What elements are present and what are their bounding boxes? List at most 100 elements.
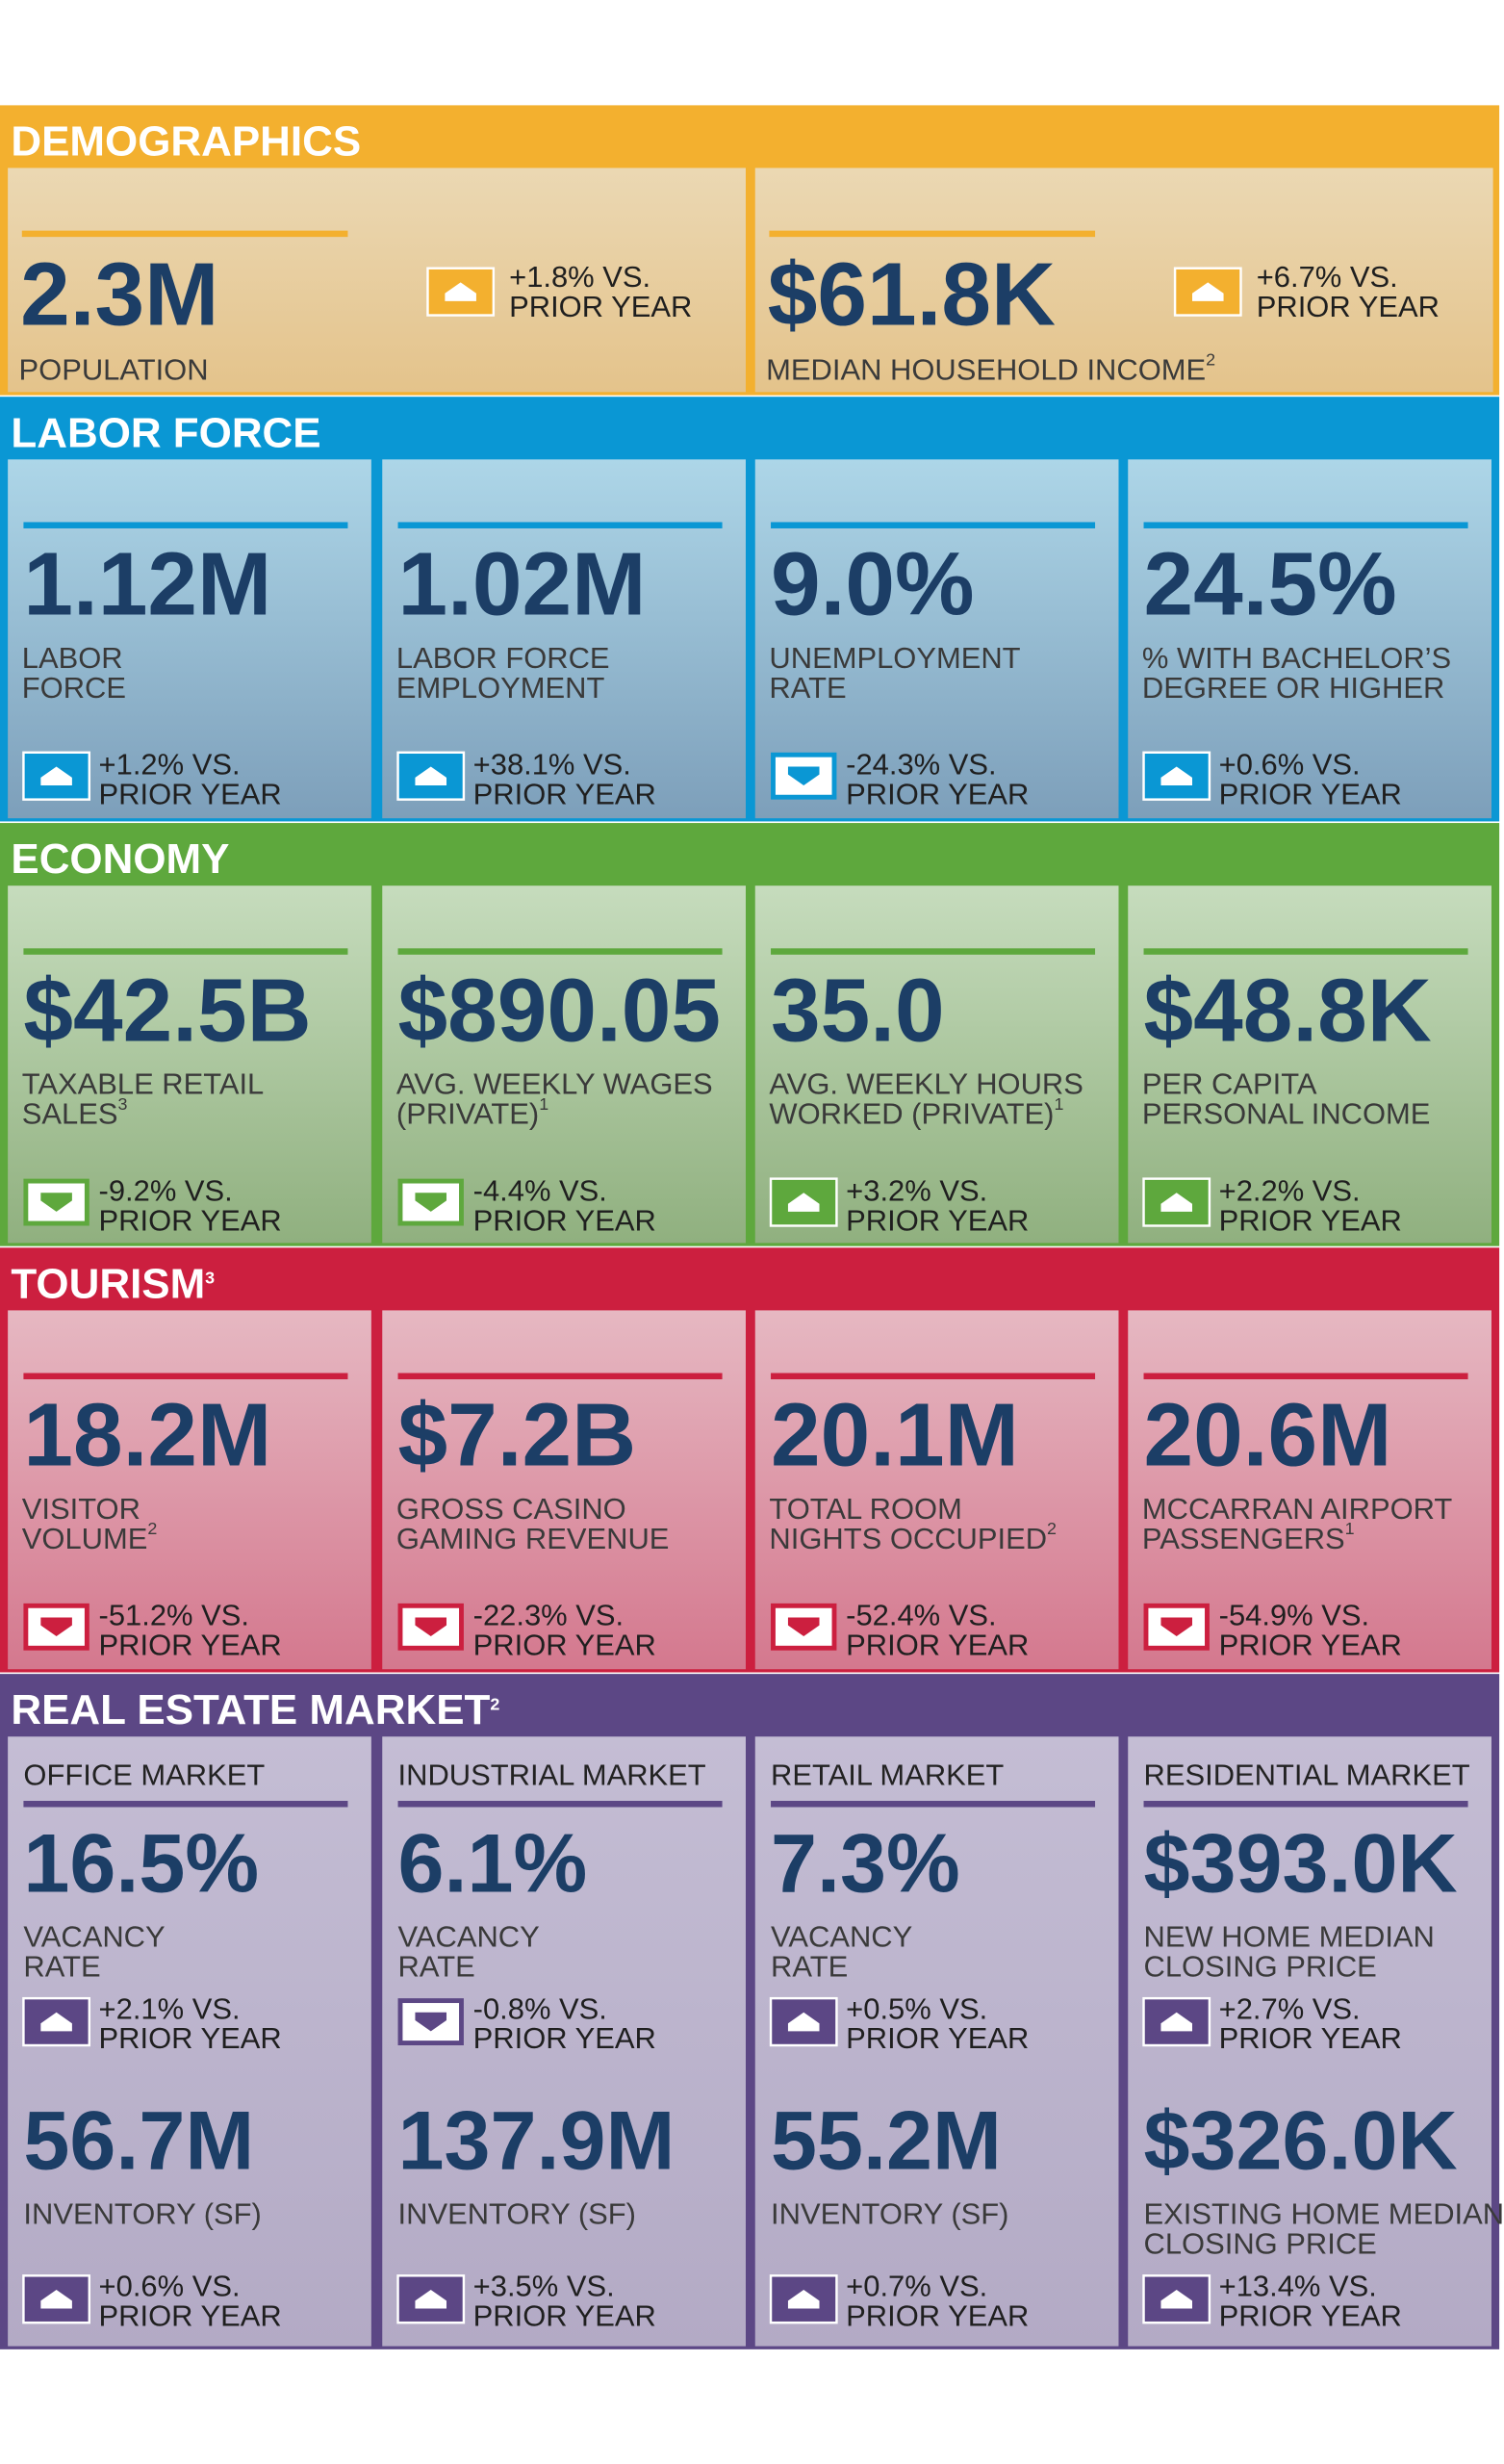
card bbox=[8, 167, 746, 393]
metric-label-text: AVG. WEEKLY HOURS bbox=[769, 1067, 1083, 1101]
metric-label: GAMING REVENUE bbox=[396, 1522, 670, 1555]
metric-label: EXISTING HOME MEDIAN bbox=[1144, 2197, 1504, 2231]
metric-label: TOTAL ROOM bbox=[769, 1492, 961, 1526]
metric-label: RATE bbox=[771, 1949, 848, 1983]
metric-label: LABOR FORCE bbox=[396, 641, 610, 675]
accent-line bbox=[1143, 1801, 1468, 1808]
metric-value: $42.5B bbox=[23, 960, 311, 1060]
up-icon bbox=[22, 2274, 91, 2324]
change: +0.6% VS. bbox=[1219, 748, 1361, 782]
accent-line bbox=[771, 948, 1096, 955]
change: +2.2% VS. bbox=[1219, 1173, 1361, 1207]
metric-label-text: UNEMPLOYMENT bbox=[769, 641, 1020, 675]
change: +6.7% VS. bbox=[1257, 260, 1398, 294]
metric-label-text: PER CAPITA bbox=[1142, 1067, 1317, 1101]
change-note: PRIOR YEAR bbox=[846, 778, 1029, 811]
metric-label-text: PASSENGERS bbox=[1142, 1522, 1345, 1555]
accent-line bbox=[771, 522, 1096, 528]
accent-line bbox=[769, 230, 1096, 238]
metric-label-text: FORCE bbox=[22, 671, 126, 705]
change: -22.3% VS. bbox=[473, 1599, 624, 1632]
metric-label-text: VISITOR bbox=[22, 1492, 140, 1526]
metric-value: 9.0% bbox=[771, 534, 975, 634]
footnote: 2 bbox=[1206, 350, 1215, 370]
up-arrow bbox=[1160, 1193, 1193, 1212]
change-note: PRIOR YEAR bbox=[846, 2021, 1029, 2055]
up-icon bbox=[426, 267, 496, 317]
accent-line bbox=[23, 948, 348, 955]
metric-label-text: EXISTING HOME MEDIAN bbox=[1144, 2197, 1504, 2231]
metric-value: 18.2M bbox=[23, 1385, 271, 1485]
metric-label-text: INVENTORY (SF) bbox=[398, 2197, 636, 2231]
section-title-text: ECONOMY bbox=[11, 835, 229, 883]
change-note: PRIOR YEAR bbox=[846, 1629, 1029, 1662]
metric-label: INVENTORY (SF) bbox=[398, 2197, 636, 2231]
metric-label-text: WORKED (PRIVATE) bbox=[769, 1097, 1054, 1131]
change-note: PRIOR YEAR bbox=[1257, 290, 1440, 323]
metric-label-text: LABOR FORCE bbox=[396, 641, 610, 675]
metric-label: VACANCY bbox=[398, 1919, 540, 1953]
footnote: 3 bbox=[117, 1094, 127, 1114]
footnote: 3 bbox=[205, 1269, 215, 1288]
metric-value: $7.2B bbox=[398, 1385, 637, 1485]
change: -9.2% VS. bbox=[99, 1173, 233, 1207]
metric-label: (PRIVATE)1 bbox=[396, 1094, 548, 1131]
metric-value: $393.0K bbox=[1144, 1817, 1458, 1910]
change: -4.4% VS. bbox=[473, 1173, 607, 1207]
metric-label: RATE bbox=[23, 1949, 100, 1983]
metric-value: $890.05 bbox=[398, 960, 721, 1060]
metric-label-text: MCCARRAN AIRPORT bbox=[1142, 1492, 1453, 1526]
metric-value: 7.3% bbox=[771, 1817, 960, 1910]
metric-label-text: POPULATION bbox=[19, 352, 209, 386]
up-arrow bbox=[1192, 282, 1224, 301]
change: +0.5% VS. bbox=[846, 1991, 987, 2025]
accent-line bbox=[1143, 522, 1468, 528]
down-arrow bbox=[40, 1193, 72, 1212]
metric-label-text: GAMING REVENUE bbox=[396, 1522, 670, 1555]
metric-label: DEGREE OR HIGHER bbox=[1142, 671, 1444, 705]
footnote: 1 bbox=[1345, 1519, 1355, 1538]
metric-label-text: RATE bbox=[398, 1949, 475, 1983]
metric-value: 1.02M bbox=[398, 534, 647, 634]
metric-label-text: LABOR bbox=[22, 641, 123, 675]
metric-label: MCCARRAN AIRPORT bbox=[1142, 1492, 1453, 1526]
down-icon bbox=[771, 1603, 837, 1651]
change-note: PRIOR YEAR bbox=[473, 2021, 656, 2055]
footnote: 2 bbox=[1047, 1519, 1057, 1538]
metric-label: POPULATION bbox=[19, 352, 209, 386]
up-arrow bbox=[1160, 2289, 1193, 2309]
card-heading: OFFICE MARKET bbox=[23, 1758, 265, 1792]
down-arrow bbox=[787, 766, 820, 785]
change-note: PRIOR YEAR bbox=[99, 2021, 282, 2055]
change: +0.7% VS. bbox=[846, 2269, 987, 2302]
change: +0.6% VS. bbox=[99, 2269, 241, 2302]
metric-label-text: SALES bbox=[22, 1097, 118, 1131]
change-note: PRIOR YEAR bbox=[1219, 1629, 1402, 1662]
change: -54.9% VS. bbox=[1219, 1599, 1369, 1632]
section-title: REAL ESTATE MARKET2 bbox=[11, 1686, 499, 1733]
metric-label-text: % WITH BACHELOR’S bbox=[1142, 641, 1451, 675]
metric-value: $61.8K bbox=[768, 244, 1056, 344]
accent-line bbox=[397, 522, 723, 528]
metric-label: VACANCY bbox=[771, 1919, 912, 1953]
accent-line bbox=[397, 1801, 723, 1808]
accent-line bbox=[397, 1373, 723, 1380]
metric-label: VOLUME2 bbox=[22, 1519, 158, 1555]
metric-label-text: RATE bbox=[771, 1949, 848, 1983]
metric-label: RATE bbox=[769, 671, 846, 705]
footnote: 2 bbox=[147, 1519, 157, 1538]
metric-label: MEDIAN HOUSEHOLD INCOME2 bbox=[766, 350, 1215, 387]
metric-label: SALES3 bbox=[22, 1094, 128, 1131]
up-arrow bbox=[1160, 2012, 1193, 2032]
metric-value: $326.0K bbox=[1144, 2095, 1458, 2188]
accent-line bbox=[23, 1801, 348, 1808]
card bbox=[754, 167, 1493, 393]
metric-label-text: VACANCY bbox=[398, 1919, 540, 1953]
metric-label: NIGHTS OCCUPIED2 bbox=[769, 1519, 1057, 1555]
change: +13.4% VS. bbox=[1219, 2269, 1377, 2302]
metric-label: GROSS CASINO bbox=[396, 1492, 626, 1526]
change-note: PRIOR YEAR bbox=[846, 2298, 1029, 2332]
metric-value: 20.6M bbox=[1144, 1385, 1392, 1485]
metric-label-text: RATE bbox=[769, 671, 846, 705]
down-arrow bbox=[415, 1193, 447, 1212]
